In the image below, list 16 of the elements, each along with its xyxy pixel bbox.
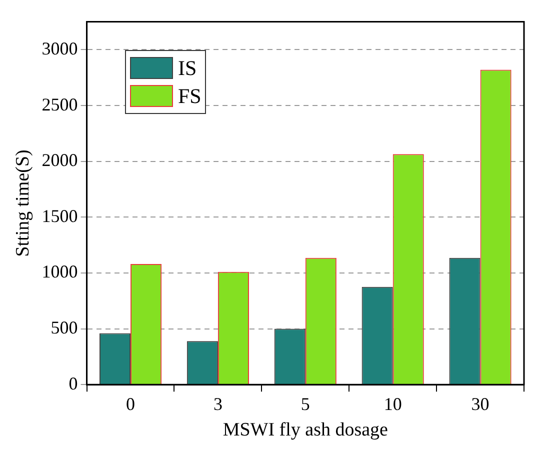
y-tick-label: 2500 [42, 94, 78, 114]
x-tick-label: 10 [384, 394, 402, 414]
y-axis-title: Stting time(S) [12, 150, 34, 257]
x-tick-label: 3 [213, 394, 222, 414]
x-axis-title: MSWI fly ash dosage [222, 420, 388, 441]
y-tick-label: 2000 [42, 150, 78, 170]
y-tick-label: 0 [68, 373, 78, 394]
y-tick-label: 500 [50, 318, 78, 338]
y-tick-label: 1000 [42, 262, 78, 282]
x-tick-label: 0 [126, 394, 136, 414]
y-tick-label: 1500 [42, 206, 78, 226]
x-tick-label: 5 [300, 394, 310, 414]
legend-label: FS [178, 84, 202, 108]
y-tick-label: 3000 [42, 38, 78, 58]
x-tick-label: 30 [471, 394, 490, 414]
legend-label: IS [178, 56, 197, 80]
